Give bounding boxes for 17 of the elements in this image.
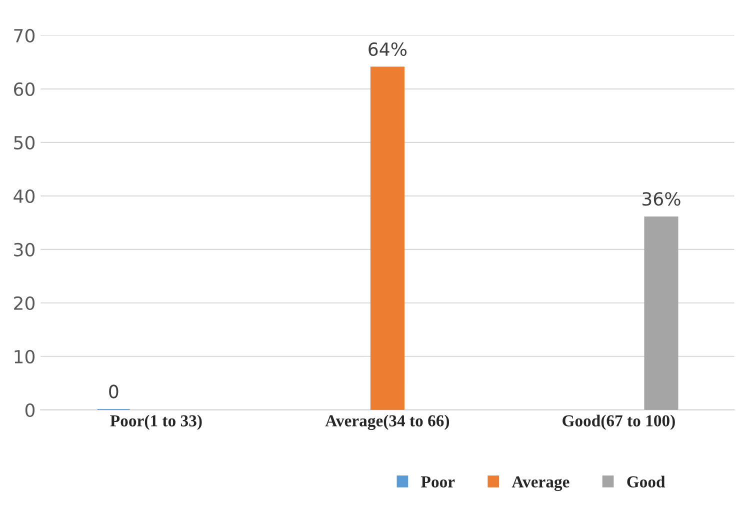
y-tick-label: 30 <box>14 242 35 256</box>
data-label: 36% <box>642 192 680 206</box>
y-tick-label: 60 <box>14 82 35 96</box>
data-label: 64% <box>368 42 407 56</box>
x-tick-label: Average(34 to 66) <box>325 414 450 430</box>
x-tick-label: Good(67 to 100) <box>562 414 675 430</box>
y-tick-label: 10 <box>14 350 35 364</box>
y-tick-label: 40 <box>14 189 35 204</box>
y-tick-label: 0 <box>25 403 35 417</box>
legend-label: Good <box>627 476 666 488</box>
legend-label: Poor <box>421 476 455 488</box>
data-label: 0 <box>109 384 118 398</box>
y-tick-label: 70 <box>14 28 35 43</box>
y-tick-label: 20 <box>14 296 35 310</box>
y-tick-label: 50 <box>14 136 35 150</box>
legend-label: Average <box>512 476 570 491</box>
x-tick-label: Poor(1 to 33) <box>110 414 202 430</box>
